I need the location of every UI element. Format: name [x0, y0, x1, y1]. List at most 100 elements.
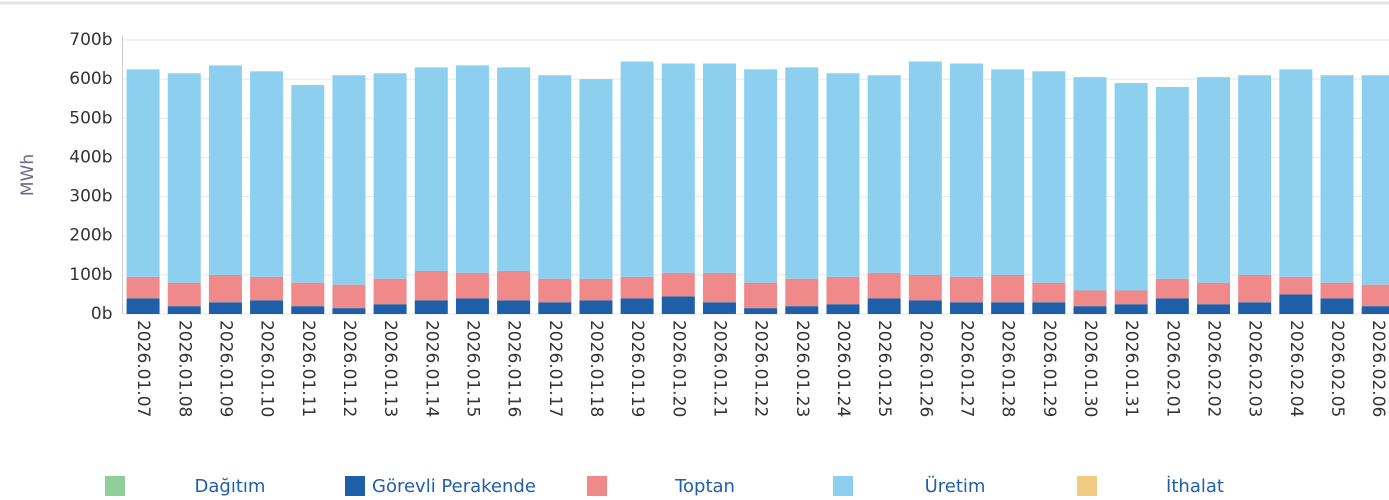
bar-segment	[1197, 77, 1231, 283]
bar-segment	[1114, 290, 1148, 305]
bar-segment	[826, 73, 860, 277]
x-tick-label: 2026.01.11	[298, 320, 318, 417]
bar-segment	[126, 298, 160, 314]
legend-label: Dağıtım	[195, 476, 266, 497]
bar-segment	[250, 276, 284, 301]
x-tick-label: 2026.01.15	[462, 320, 482, 417]
bar-segment	[949, 302, 983, 314]
bar-segment	[744, 282, 778, 309]
bar-segment	[908, 61, 942, 275]
bar-segment	[991, 302, 1025, 314]
y-tick-label: 700b	[69, 30, 112, 50]
bar-segment	[620, 298, 654, 314]
x-tick-label: 2026.02.06	[1368, 320, 1388, 417]
bar-segment	[702, 302, 736, 314]
x-tick-label: 2026.01.19	[627, 320, 647, 417]
bar-segment	[1073, 306, 1107, 314]
x-tick-label: 2026.02.04	[1286, 320, 1306, 417]
bar-segment	[1238, 302, 1272, 314]
bar-segment	[455, 272, 489, 299]
x-tick-label: 2026.01.30	[1080, 320, 1100, 417]
bar-segment	[867, 298, 901, 314]
bar-segment	[332, 284, 366, 309]
x-tick-label: 2026.02.01	[1162, 320, 1182, 417]
bar-segment	[579, 278, 613, 301]
bar-segment	[579, 79, 613, 279]
y-tick-label: 500b	[69, 108, 112, 128]
legend-label: Toptan	[674, 476, 735, 497]
y-tick-label: 100b	[69, 265, 112, 285]
bar-segment	[414, 300, 448, 314]
y-tick-label: 300b	[69, 187, 112, 207]
x-tick-label: 2026.01.20	[668, 320, 688, 417]
x-tick-label: 2026.01.14	[421, 320, 441, 417]
bar-segment	[126, 276, 160, 299]
bar-segment	[1155, 86, 1189, 279]
x-tick-label: 2026.01.13	[380, 320, 400, 417]
bar-segment	[1032, 282, 1066, 303]
bar-segment	[497, 67, 531, 271]
x-tick-label: 2026.01.07	[133, 320, 153, 417]
bar-segment	[208, 302, 242, 314]
bar-segment	[1238, 75, 1272, 275]
bar-segment	[497, 300, 531, 314]
x-tick-label: 2026.01.27	[956, 320, 976, 417]
bar-segment	[167, 282, 201, 307]
y-axis-title: MWh	[18, 154, 38, 196]
x-tick-label: 2026.02.05	[1327, 320, 1347, 417]
x-tick-label: 2026.01.16	[504, 320, 524, 417]
x-tick-label: 2026.01.10	[257, 320, 277, 417]
legend-label: İthalat	[1166, 476, 1224, 497]
bar-segment	[291, 85, 325, 283]
bar-segment	[1197, 282, 1231, 305]
legend-label: Üretim	[925, 475, 986, 497]
bar-segment	[1361, 284, 1389, 307]
bar-segment	[332, 308, 366, 314]
bar-segment	[250, 71, 284, 277]
x-tick-label: 2026.01.28	[998, 320, 1018, 417]
x-tick-label: 2026.01.23	[792, 320, 812, 417]
bar-segment	[1320, 298, 1354, 314]
legend-label: Görevli Perakende	[372, 476, 536, 497]
legend-swatch	[1077, 476, 1097, 496]
bar-segment	[126, 69, 160, 277]
bar-segment	[702, 63, 736, 273]
x-tick-label: 2026.02.03	[1245, 320, 1265, 417]
bar-segment	[620, 61, 654, 277]
bar-segment	[702, 272, 736, 303]
bar-segment	[1155, 298, 1189, 314]
bar-segment	[373, 73, 407, 279]
bar-segment	[414, 270, 448, 301]
y-tick-label: 600b	[69, 69, 112, 89]
bar-segment	[620, 276, 654, 299]
x-tick-label: 2026.01.29	[1039, 320, 1059, 417]
bar-segment	[1320, 75, 1354, 283]
bar-segment	[1114, 83, 1148, 291]
y-tick-label: 400b	[69, 147, 112, 167]
bar-segment	[991, 274, 1025, 303]
bar-segment	[208, 65, 242, 275]
bar-segment	[538, 302, 572, 314]
x-tick-label: 2026.01.09	[215, 320, 235, 417]
bar-segment	[744, 69, 778, 283]
bar-segment	[661, 272, 695, 297]
bar-segment	[497, 270, 531, 301]
bar-segment	[1155, 278, 1189, 299]
bar-segment	[250, 300, 284, 314]
x-tick-label: 2026.01.26	[915, 320, 935, 417]
bar-segment	[1032, 302, 1066, 314]
bar-segment	[867, 272, 901, 299]
bar-segment	[908, 274, 942, 301]
x-tick-label: 2026.01.22	[751, 320, 771, 417]
bar-segment	[414, 67, 448, 271]
bar-segment	[167, 306, 201, 314]
bar-segment	[785, 278, 819, 307]
bar-segment	[991, 69, 1025, 275]
x-tick-label: 2026.01.17	[545, 320, 565, 417]
x-tick-label: 2026.02.02	[1204, 320, 1224, 417]
x-tick-label: 2026.01.31	[1121, 320, 1141, 417]
legend-swatch	[587, 476, 607, 496]
x-tick-label: 2026.01.24	[833, 320, 853, 417]
x-tick-label: 2026.01.18	[586, 320, 606, 417]
